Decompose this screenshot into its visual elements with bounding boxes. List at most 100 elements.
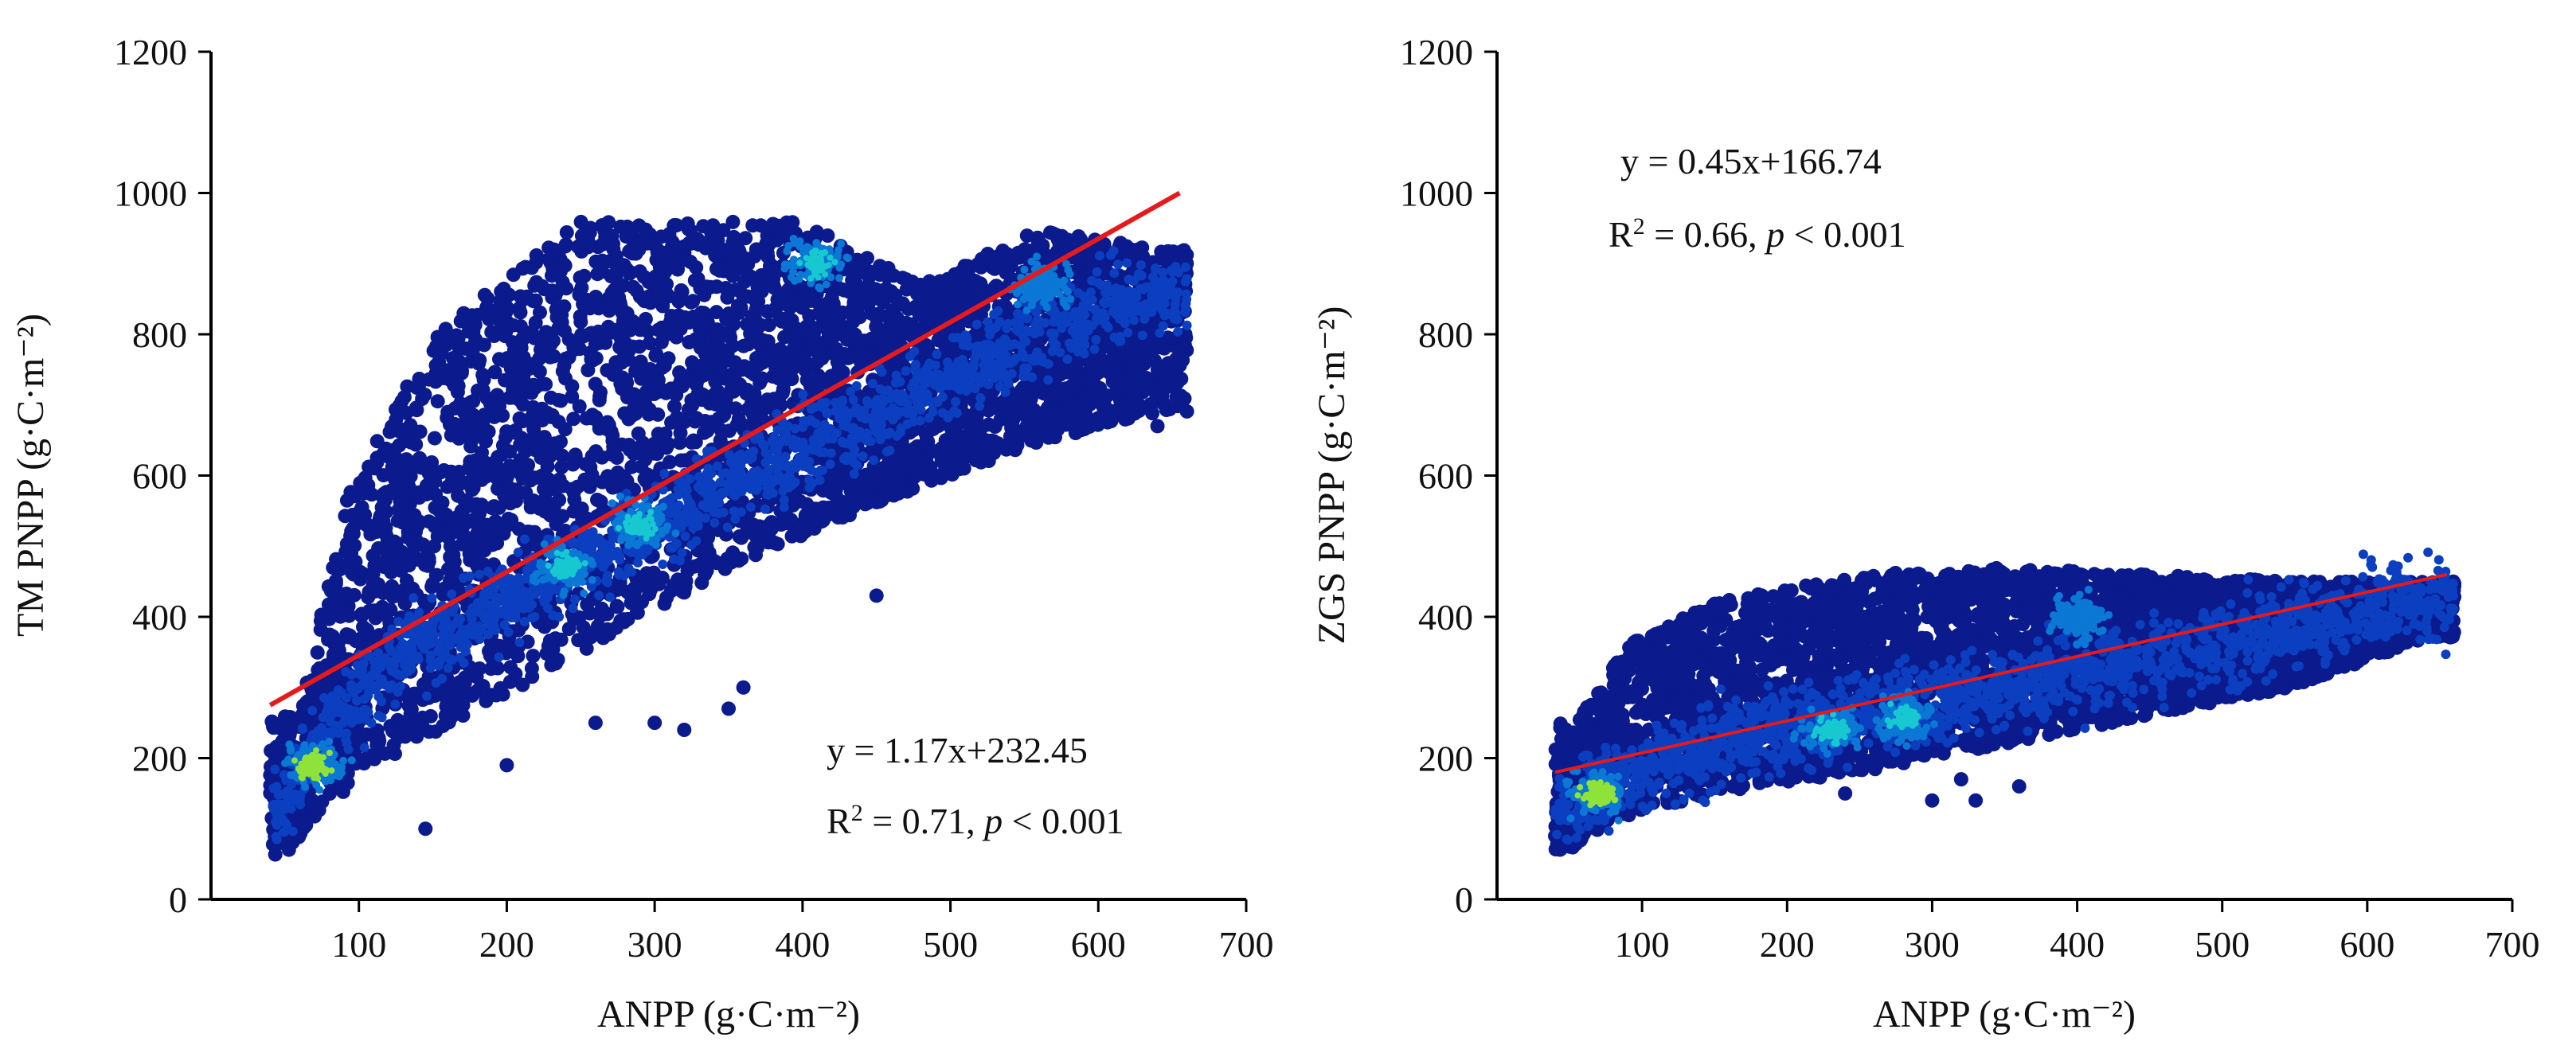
data-point: [888, 326, 903, 340]
data-point: [1030, 420, 1046, 435]
data-point: [593, 299, 608, 314]
data-point: [545, 290, 560, 305]
data-point: [1136, 260, 1146, 270]
data-point: [601, 215, 616, 230]
data-point: [1175, 353, 1190, 368]
data-point: [722, 522, 733, 532]
data-point: [453, 314, 468, 329]
data-point: [529, 275, 544, 290]
data-point: [1073, 423, 1089, 438]
data-point: [432, 465, 448, 480]
data-point: [658, 426, 673, 441]
data-point: [513, 319, 528, 333]
data-point: [481, 424, 496, 439]
data-point: [831, 355, 846, 370]
data-point: [511, 350, 526, 365]
data-point: [659, 469, 670, 479]
data-point: [559, 225, 574, 240]
data-point: [798, 389, 808, 400]
data-point: [671, 308, 686, 323]
data-point: [524, 661, 539, 676]
data-point: [837, 322, 852, 337]
data-point: [707, 554, 722, 569]
data-point: [651, 322, 666, 337]
data-point: [799, 372, 815, 388]
data-point: [1007, 411, 1022, 425]
data-point: [670, 380, 685, 395]
data-point: [515, 677, 530, 692]
data-point: [1150, 362, 1165, 377]
data-point: [878, 281, 893, 296]
data-point: [752, 376, 768, 390]
data-point: [905, 275, 920, 289]
data-point: [1007, 427, 1022, 442]
data-point: [663, 454, 677, 470]
data-point: [494, 447, 510, 462]
data-point: [392, 438, 407, 453]
data-point: [553, 393, 569, 408]
data-point: [369, 520, 385, 535]
data-point: [395, 681, 405, 692]
data-point: [577, 472, 592, 487]
data-point: [1043, 375, 1053, 385]
data-point: [364, 460, 379, 475]
data-point: [731, 298, 745, 314]
data-point: [449, 510, 464, 525]
data-point: [622, 388, 637, 402]
data-point: [725, 338, 741, 353]
data-point: [765, 535, 780, 550]
data-point: [356, 486, 371, 501]
data-point: [714, 242, 729, 257]
data-point: [1013, 309, 1023, 319]
data-point: [677, 583, 692, 598]
data-point: [496, 281, 511, 296]
data-point: [685, 355, 700, 370]
data-point: [454, 676, 469, 690]
data-point: [580, 363, 596, 377]
data-point: [427, 431, 442, 446]
data-point: [529, 248, 544, 263]
data-point: [680, 531, 690, 541]
data-point: [657, 439, 672, 454]
data-point: [339, 627, 354, 642]
data-point: [332, 560, 347, 575]
data-point: [513, 289, 528, 304]
data-point: [1122, 258, 1132, 268]
data-point: [573, 309, 588, 324]
data-point: [546, 333, 561, 349]
data-point: [405, 461, 420, 476]
data-point: [1112, 361, 1127, 376]
data-point: [446, 688, 461, 704]
data-point: [542, 634, 557, 648]
data-point: [602, 254, 617, 269]
data-point: [848, 395, 858, 405]
data-point: [963, 271, 978, 286]
data-point: [532, 365, 547, 379]
data-point: [483, 567, 493, 577]
data-point: [760, 304, 775, 319]
data-point: [1089, 344, 1100, 354]
data-point: [371, 735, 386, 751]
data-point: [528, 293, 543, 308]
data-point: [708, 374, 723, 389]
data-point: [869, 455, 879, 466]
data-point: [802, 521, 817, 536]
data-point: [1182, 320, 1192, 330]
data-point: [282, 710, 297, 724]
data-point: [869, 474, 884, 489]
data-point: [575, 511, 590, 525]
data-point: [557, 299, 572, 314]
data-point: [537, 491, 553, 506]
data-point: [987, 419, 1003, 434]
data-point: [557, 422, 573, 437]
data-point: [403, 506, 418, 521]
data-point: [623, 595, 639, 610]
data-point: [443, 549, 458, 564]
data-point: [981, 454, 996, 468]
data-point: [737, 383, 752, 398]
data-point: [1092, 267, 1102, 277]
data-point: [573, 284, 588, 299]
data-point: [465, 344, 480, 359]
data-point: [1064, 402, 1079, 417]
data-point: [784, 513, 799, 528]
